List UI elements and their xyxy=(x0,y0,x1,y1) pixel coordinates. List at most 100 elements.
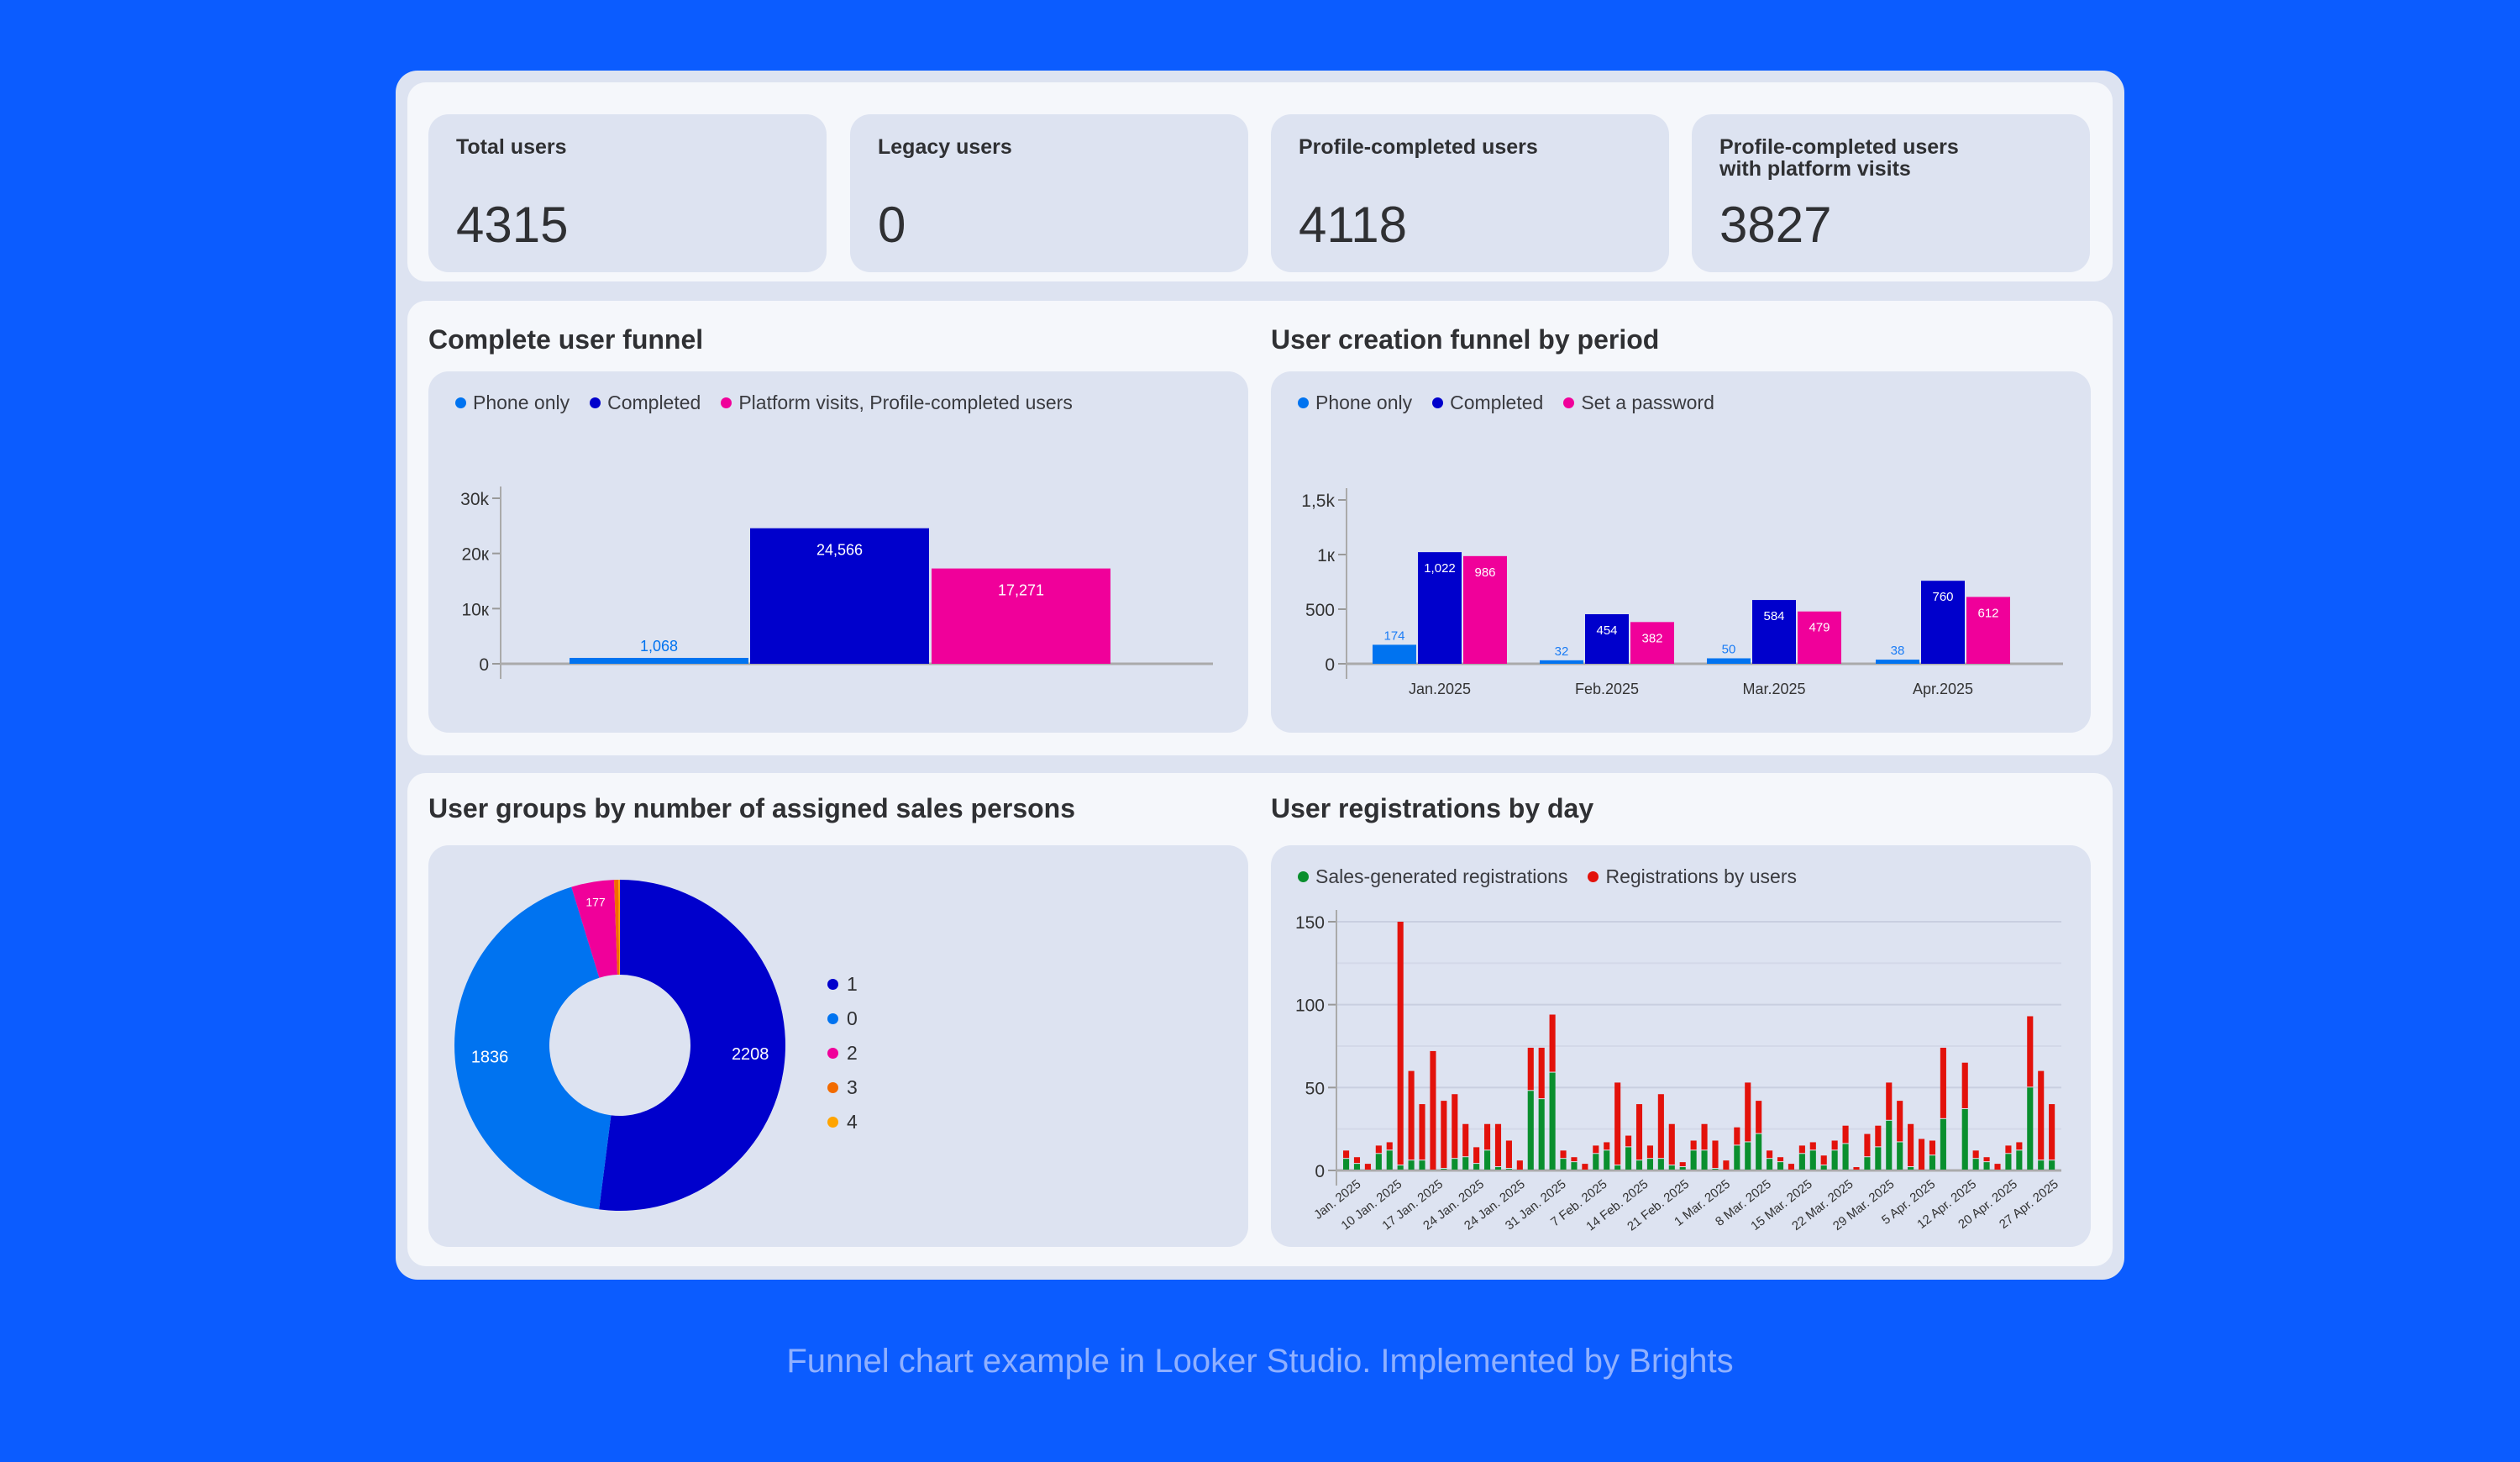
legend-item[interactable]: Phone only xyxy=(455,392,570,414)
x-tick-label: Feb.2025 xyxy=(1575,681,1639,697)
donut-slice xyxy=(618,880,620,976)
daily-bar-segment xyxy=(1452,1094,1458,1159)
legend-item[interactable]: Set a password xyxy=(1563,392,1714,414)
daily-bar-segment xyxy=(2005,1154,2012,1170)
daily-bar-segment xyxy=(1549,1014,1556,1072)
x-tick-label: Jan.2025 xyxy=(1409,681,1471,697)
daily-bar-segment xyxy=(1820,1155,1827,1165)
y-tick-label: 0 xyxy=(1325,655,1335,675)
daily-bar-segment xyxy=(1494,1123,1502,1167)
bar-data-label: 454 xyxy=(1596,623,1617,638)
daily-bar-segment xyxy=(1635,1104,1643,1160)
daily-bar-segment xyxy=(1798,1154,1805,1170)
kpi-label: Profile-completed users with platform vi… xyxy=(1719,135,1959,181)
daily-bar-segment xyxy=(1831,1150,1838,1170)
legend-item[interactable]: Completed xyxy=(590,392,701,414)
daily-bar-segment xyxy=(2016,1150,2023,1170)
legend-item[interactable]: Sales-generated registrations xyxy=(1298,865,1567,888)
bar-data-label: 50 xyxy=(1722,643,1736,657)
y-tick-label: 0 xyxy=(1315,1162,1325,1181)
daily-bar-segment xyxy=(1972,1150,1979,1159)
daily-bar-segment xyxy=(1734,1127,1740,1145)
bar-data-label: 1,022 xyxy=(1424,561,1456,576)
legend-item[interactable]: Phone only xyxy=(1298,392,1412,414)
daily-bar-segment xyxy=(1386,1142,1393,1150)
daily-bar-segment xyxy=(1701,1123,1708,1150)
bar-data-label: 32 xyxy=(1555,644,1569,659)
daily-bar-segment xyxy=(1473,1147,1480,1164)
daily-bar-segment xyxy=(1441,1101,1447,1169)
daily-bar-segment xyxy=(1462,1157,1469,1170)
bar-data-label: 612 xyxy=(1977,606,1998,620)
daily-bar-segment xyxy=(1734,1145,1740,1170)
slice-label: 1836 xyxy=(471,1048,509,1066)
legend-item[interactable]: 2 xyxy=(827,1036,858,1070)
daily-bar-segment xyxy=(1646,1145,1653,1159)
daily-bar-segment xyxy=(1831,1140,1838,1150)
period-bar xyxy=(1876,660,1919,664)
daily-bar-segment xyxy=(1897,1142,1903,1170)
x-tick-label: Apr.2025 xyxy=(1913,681,1973,697)
legend-item[interactable]: 0 xyxy=(827,1002,858,1036)
daily-bar-segment xyxy=(1842,1144,1849,1170)
dashboard-frame: Total users 4315 Legacy users 0 Profile-… xyxy=(396,71,2124,1280)
daily-bar-segment xyxy=(1538,1099,1545,1170)
bar-data-label: 584 xyxy=(1763,609,1784,623)
legend-item[interactable]: Completed xyxy=(1432,392,1543,414)
daily-bar-segment xyxy=(1484,1150,1491,1170)
daily-bar-segment xyxy=(1430,1050,1436,1170)
groups-title: User groups by number of assigned sales … xyxy=(428,793,1075,823)
kpi-label: Legacy users xyxy=(878,135,1012,159)
legend-item[interactable]: Platform visits, Profile-completed users xyxy=(721,392,1073,414)
daily-bar-segment xyxy=(2049,1104,2055,1160)
y-tick-label: 1к xyxy=(1317,546,1336,565)
daily-bar-segment xyxy=(1604,1142,1610,1150)
daily-bar-segment xyxy=(1441,1169,1447,1170)
period-bar xyxy=(1966,597,2010,664)
funnel-bar xyxy=(932,568,1110,664)
legend-item[interactable]: 3 xyxy=(827,1070,858,1105)
daily-bar-segment xyxy=(1961,1062,1968,1108)
legend-dot-icon xyxy=(1563,397,1575,408)
daily-bar-segment xyxy=(1897,1101,1903,1142)
daily-bar-segment xyxy=(1419,1104,1425,1160)
daily-bar-segment xyxy=(1961,1108,1968,1170)
daily-bar-segment xyxy=(1635,1160,1643,1170)
groups-panel: User groups by number of assigned sales … xyxy=(407,773,2113,1266)
caption: Funnel chart example in Looker Studio. I… xyxy=(786,1343,1734,1380)
legend-label: Platform visits, Profile-completed users xyxy=(738,392,1073,413)
bar-data-label: 174 xyxy=(1383,628,1404,643)
funnel-bar-chart: 0 10к 20к 30k 1,068 24,566 17,271 xyxy=(460,486,1213,679)
legend-label: Sales-generated registrations xyxy=(1315,865,1568,887)
daily-bar-segment xyxy=(1712,1140,1719,1169)
y-tick-label: 30k xyxy=(460,490,489,509)
daily-bar-segment xyxy=(1657,1094,1664,1159)
bar-data-label: 17,271 xyxy=(998,582,1044,599)
daily-bar-segment xyxy=(1701,1150,1708,1170)
daily-bar-segment xyxy=(1679,1162,1686,1167)
daily-bar-segment xyxy=(1560,1159,1567,1170)
bar-data-label: 986 xyxy=(1474,565,1495,580)
legend-item[interactable]: 1 xyxy=(827,967,858,1002)
donut-slice xyxy=(614,880,620,976)
period-bar xyxy=(1540,660,1583,664)
kpi-value: 4315 xyxy=(456,197,569,253)
legend-label: 3 xyxy=(847,1076,858,1098)
daily-bar-segment xyxy=(2027,1087,2034,1170)
period-bar xyxy=(1798,611,1841,664)
daily-bar-segment xyxy=(1375,1154,1382,1170)
daily-bar-segment xyxy=(2027,1016,2034,1087)
daily-bar-segment xyxy=(1516,1160,1523,1170)
period-bar xyxy=(1630,622,1674,664)
daily-bar-segment xyxy=(1375,1145,1382,1154)
daily-bar-segment xyxy=(1505,1140,1512,1169)
legend-dot-icon xyxy=(455,397,466,408)
daily-bar-segment xyxy=(1690,1150,1697,1170)
legend-item[interactable]: Registrations by users xyxy=(1588,865,1797,888)
daily-bar-segment xyxy=(1886,1120,1893,1170)
daily-bar-segment xyxy=(1723,1160,1730,1170)
legend-dot-icon xyxy=(827,1117,838,1128)
legend-item[interactable]: 4 xyxy=(827,1105,858,1139)
daily-bar-segment xyxy=(1777,1162,1784,1170)
daily-bar-segment xyxy=(1809,1150,1816,1170)
